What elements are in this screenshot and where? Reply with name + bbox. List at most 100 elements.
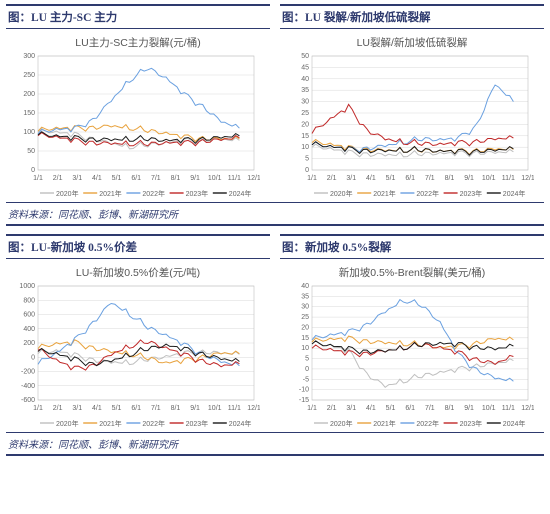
svg-text:2024年: 2024年 [503, 189, 526, 198]
svg-text:2020年: 2020年 [56, 189, 79, 198]
svg-text:11/1: 11/1 [228, 175, 241, 182]
chart-panel: LU-新加坡0.5%价差(元/吨)-600-400-20002004006008… [6, 259, 270, 432]
svg-text:2022年: 2022年 [416, 189, 439, 198]
svg-text:100: 100 [23, 129, 35, 136]
svg-text:6/1: 6/1 [131, 175, 141, 182]
svg-text:5: 5 [305, 156, 309, 163]
svg-text:30: 30 [301, 304, 309, 311]
svg-text:600: 600 [23, 312, 35, 319]
svg-text:2/1: 2/1 [327, 405, 337, 412]
chart-panel: LU主力-SC主力裂解(元/桶)0501001502002503001/12/1… [6, 29, 270, 202]
svg-text:200: 200 [23, 340, 35, 347]
panel-heading: 图：LU 主力-SC 主力 [6, 4, 270, 29]
svg-text:0: 0 [305, 366, 309, 373]
svg-text:6/1: 6/1 [405, 405, 415, 412]
svg-text:2020年: 2020年 [56, 419, 79, 428]
chart-title: LU-新加坡0.5%价差(元/吨) [10, 265, 266, 280]
svg-text:5/1: 5/1 [112, 175, 122, 182]
svg-text:8/1: 8/1 [171, 175, 181, 182]
chart-panel: 新加坡0.5%-Brent裂解(美元/桶)-15-10-505101520253… [280, 259, 544, 432]
svg-text:800: 800 [23, 297, 35, 304]
svg-text:3/1: 3/1 [72, 405, 82, 412]
svg-text:6/1: 6/1 [405, 175, 415, 182]
svg-text:10/1: 10/1 [482, 175, 496, 182]
svg-text:10: 10 [301, 345, 309, 352]
svg-text:2022年: 2022年 [416, 419, 439, 428]
svg-text:1/1: 1/1 [307, 405, 317, 412]
svg-text:2023年: 2023年 [460, 419, 483, 428]
svg-text:10: 10 [301, 144, 309, 151]
svg-text:2023年: 2023年 [460, 189, 483, 198]
svg-text:35: 35 [301, 293, 309, 300]
svg-text:7/1: 7/1 [151, 175, 161, 182]
panel-heading: 图：LU-新加坡 0.5%价差 [6, 234, 270, 259]
svg-text:2021年: 2021年 [373, 419, 396, 428]
svg-text:5: 5 [305, 356, 309, 363]
svg-text:7/1: 7/1 [425, 405, 435, 412]
svg-text:200: 200 [23, 91, 35, 98]
svg-text:7/1: 7/1 [425, 175, 435, 182]
svg-text:2/1: 2/1 [327, 175, 337, 182]
svg-text:150: 150 [23, 110, 35, 117]
svg-text:3/1: 3/1 [346, 175, 356, 182]
svg-text:50: 50 [301, 53, 309, 60]
svg-text:9/1: 9/1 [464, 405, 474, 412]
svg-text:7/1: 7/1 [151, 405, 161, 412]
chart-panel: LU裂解/新加坡低硫裂解051015202530354045501/12/13/… [280, 29, 544, 202]
svg-text:25: 25 [301, 314, 309, 321]
source-line: 资料来源：同花顺、彭博、新湖研究所 [6, 432, 544, 456]
svg-text:4/1: 4/1 [366, 175, 376, 182]
chart-title: LU主力-SC主力裂解(元/桶) [10, 35, 266, 50]
svg-text:2020年: 2020年 [330, 419, 353, 428]
svg-text:11/1: 11/1 [502, 175, 515, 182]
svg-text:2021年: 2021年 [99, 419, 122, 428]
svg-text:25: 25 [301, 110, 309, 117]
svg-text:40: 40 [301, 76, 309, 83]
svg-text:4/1: 4/1 [92, 405, 102, 412]
svg-text:12/1: 12/1 [521, 175, 534, 182]
svg-text:2024年: 2024年 [229, 419, 252, 428]
svg-text:2023年: 2023年 [186, 189, 209, 198]
svg-text:12/1: 12/1 [247, 175, 260, 182]
svg-text:-10: -10 [299, 387, 309, 394]
svg-text:4/1: 4/1 [366, 405, 376, 412]
svg-text:8/1: 8/1 [445, 175, 455, 182]
svg-text:4/1: 4/1 [92, 175, 102, 182]
svg-text:0: 0 [305, 167, 309, 174]
svg-text:50: 50 [27, 148, 35, 155]
svg-text:2022年: 2022年 [142, 419, 165, 428]
svg-text:1/1: 1/1 [307, 175, 317, 182]
chart-svg: -600-400-200020040060080010001/12/13/14/… [10, 282, 266, 432]
svg-text:45: 45 [301, 64, 309, 71]
svg-text:30: 30 [301, 99, 309, 106]
chart-svg: -15-10-505101520253035401/12/13/14/15/16… [284, 282, 540, 432]
panel-heading: 图：新加坡 0.5%裂解 [280, 234, 544, 259]
svg-text:2/1: 2/1 [53, 405, 63, 412]
svg-text:9/1: 9/1 [190, 405, 200, 412]
panel-heading: 图：LU 裂解/新加坡低硫裂解 [280, 4, 544, 29]
svg-text:2/1: 2/1 [53, 175, 63, 182]
svg-text:8/1: 8/1 [445, 405, 455, 412]
svg-text:20: 20 [301, 324, 309, 331]
svg-text:15: 15 [301, 335, 309, 342]
svg-text:-15: -15 [299, 397, 309, 404]
svg-text:9/1: 9/1 [190, 175, 200, 182]
svg-text:2021年: 2021年 [99, 189, 122, 198]
svg-text:400: 400 [23, 326, 35, 333]
svg-text:0: 0 [31, 354, 35, 361]
svg-text:12/1: 12/1 [521, 405, 534, 412]
svg-text:40: 40 [301, 283, 309, 290]
chart-svg: 0501001502002503001/12/13/14/15/16/17/18… [10, 52, 266, 202]
svg-text:300: 300 [23, 53, 35, 60]
svg-text:10/1: 10/1 [208, 175, 222, 182]
svg-text:20: 20 [301, 121, 309, 128]
chart-title: LU裂解/新加坡低硫裂解 [284, 35, 540, 50]
svg-text:2024年: 2024年 [503, 419, 526, 428]
svg-text:-600: -600 [21, 397, 35, 404]
svg-text:2024年: 2024年 [229, 189, 252, 198]
svg-text:2020年: 2020年 [330, 189, 353, 198]
svg-text:2021年: 2021年 [373, 189, 396, 198]
svg-text:0: 0 [31, 167, 35, 174]
svg-text:-200: -200 [21, 369, 35, 376]
chart-title: 新加坡0.5%-Brent裂解(美元/桶) [284, 265, 540, 280]
